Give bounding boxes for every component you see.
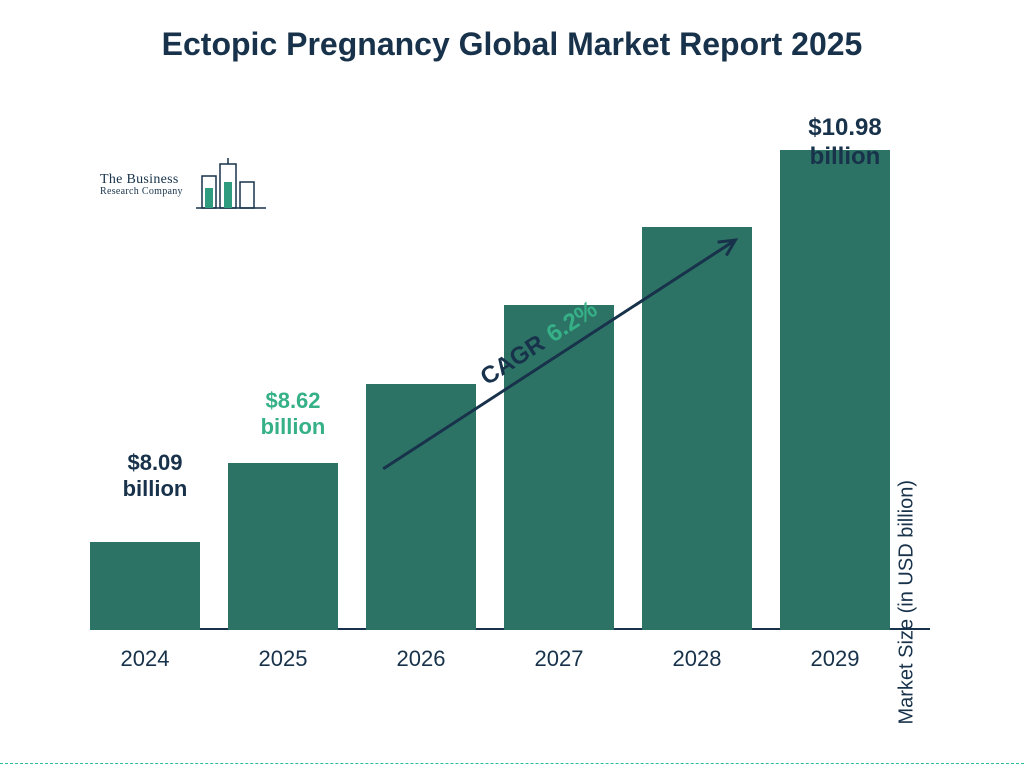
bar-value-label: $8.09billion: [80, 450, 230, 503]
bar-value-label: $8.62billion: [218, 388, 368, 441]
chart-title: Ectopic Pregnancy Global Market Report 2…: [0, 24, 1024, 64]
x-tick-label: 2026: [366, 646, 476, 672]
bar: [90, 542, 200, 630]
bar-value-label: $10.98 billion: [770, 114, 920, 172]
x-tick-label: 2024: [90, 646, 200, 672]
bottom-divider: [0, 763, 1024, 764]
bar: [780, 150, 890, 630]
bar-chart: $8.09billion$8.62billion$10.98 billion M…: [90, 150, 930, 690]
y-axis-label: Market Size (in USD billion): [896, 480, 919, 725]
x-tick-label: 2029: [780, 646, 890, 672]
x-tick-label: 2027: [504, 646, 614, 672]
chart-container: Ectopic Pregnancy Global Market Report 2…: [0, 0, 1024, 768]
x-tick-label: 2028: [642, 646, 752, 672]
x-tick-label: 2025: [228, 646, 338, 672]
bar: [228, 463, 338, 630]
